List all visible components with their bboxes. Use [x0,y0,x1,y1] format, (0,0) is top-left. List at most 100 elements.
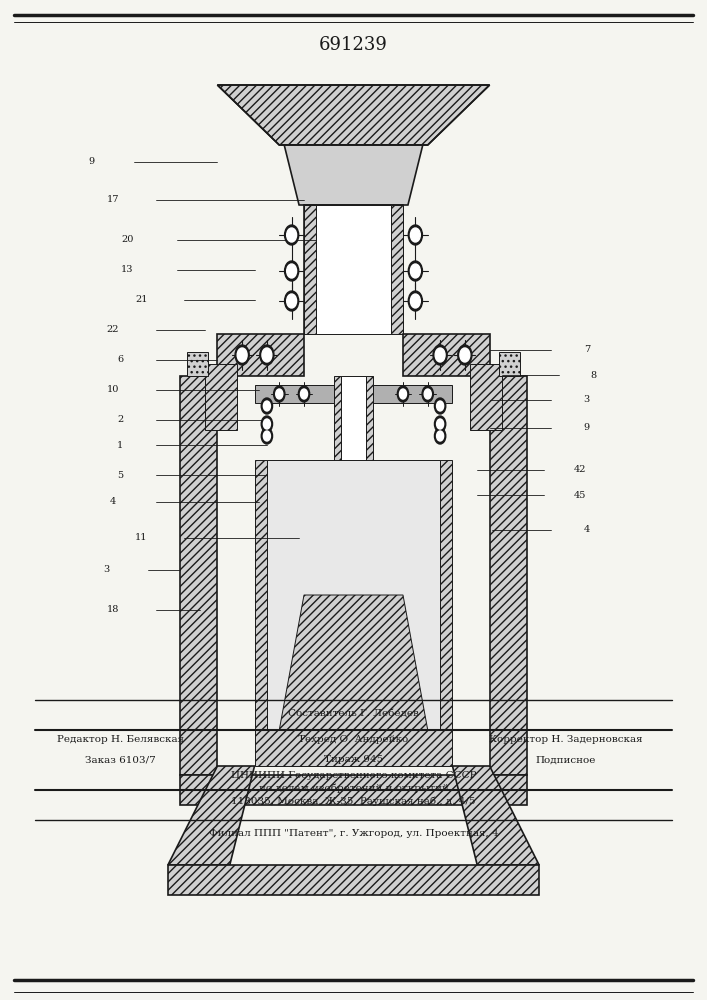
Circle shape [284,225,298,245]
Polygon shape [304,205,316,334]
Text: 5: 5 [117,471,123,480]
Polygon shape [267,460,440,730]
Polygon shape [284,145,423,205]
Circle shape [263,401,270,411]
Circle shape [436,431,444,441]
Text: 11: 11 [135,534,148,542]
Text: 6: 6 [117,356,123,364]
Circle shape [433,345,447,365]
Circle shape [262,428,273,444]
Text: 17: 17 [107,196,119,205]
Polygon shape [489,376,527,775]
Polygon shape [341,376,366,595]
Polygon shape [255,460,267,730]
Text: ЦНИИПИ Государственного комитета СССР: ЦНИИПИ Государственного комитета СССР [230,770,477,780]
Circle shape [410,294,420,308]
Text: Тираж 945: Тираж 945 [324,756,383,764]
Circle shape [410,228,420,242]
Polygon shape [180,775,527,805]
Circle shape [286,294,296,308]
Polygon shape [255,385,334,403]
Circle shape [263,431,270,441]
Polygon shape [373,385,452,403]
Polygon shape [403,334,489,376]
Circle shape [262,416,273,432]
Circle shape [263,419,270,429]
Circle shape [399,389,407,399]
Circle shape [397,386,409,402]
Text: 2: 2 [117,416,123,424]
Circle shape [284,261,298,281]
Circle shape [260,345,274,365]
Polygon shape [470,364,502,430]
Polygon shape [187,352,208,376]
Circle shape [262,348,271,362]
Text: 9: 9 [584,424,590,432]
Circle shape [436,401,444,411]
Text: 18: 18 [107,605,119,614]
Text: 1: 1 [117,440,123,450]
Text: 7: 7 [584,346,590,355]
Text: 3: 3 [103,566,109,574]
Circle shape [435,348,445,362]
Text: 4: 4 [110,497,116,506]
Circle shape [434,428,445,444]
Circle shape [284,291,298,311]
Text: 45: 45 [573,490,586,499]
Polygon shape [279,595,428,730]
Text: Редактор Н. Белявская: Редактор Н. Белявская [57,736,184,744]
Text: Составитель Г. Лебедев: Составитель Г. Лебедев [288,708,419,718]
Polygon shape [316,205,390,334]
Circle shape [457,345,472,365]
Text: 691239: 691239 [319,36,388,54]
Text: 22: 22 [107,326,119,334]
Polygon shape [180,376,218,775]
Circle shape [286,264,296,278]
Circle shape [286,228,296,242]
Circle shape [410,264,420,278]
Polygon shape [334,376,341,595]
Text: 20: 20 [121,235,134,244]
Circle shape [300,389,308,399]
Text: 13: 13 [121,265,134,274]
Polygon shape [218,85,489,145]
Polygon shape [440,460,452,730]
Polygon shape [255,730,452,766]
Circle shape [424,389,431,399]
Text: Подписное: Подписное [535,756,596,764]
Text: 4: 4 [584,526,590,534]
Circle shape [460,348,469,362]
Circle shape [237,348,247,362]
Polygon shape [168,865,539,895]
Text: 42: 42 [573,466,586,475]
Polygon shape [452,766,539,865]
Circle shape [262,398,273,414]
Polygon shape [498,352,520,376]
Circle shape [409,261,422,281]
Circle shape [409,291,422,311]
Text: Филиал ППП "Патент", г. Ужгород, ул. Проектная, 4: Филиал ППП "Патент", г. Ужгород, ул. Про… [209,828,498,838]
Text: Техред О. Андрейко: Техред О. Андрейко [298,736,409,744]
Polygon shape [366,376,373,595]
Text: 113035, Москва, Ж-35, Раушская наб., д. 4/5: 113035, Москва, Ж-35, Раушская наб., д. … [231,796,476,806]
Circle shape [434,398,445,414]
Polygon shape [205,364,237,430]
Circle shape [276,389,283,399]
Polygon shape [390,205,403,334]
Text: 9: 9 [89,157,95,166]
Text: 8: 8 [591,370,597,379]
Polygon shape [218,334,304,376]
Circle shape [422,386,433,402]
Text: 3: 3 [584,395,590,404]
Text: 10: 10 [107,385,119,394]
Circle shape [409,225,422,245]
Polygon shape [168,766,255,865]
Text: 21: 21 [135,296,148,304]
Circle shape [434,416,445,432]
Text: Корректор Н. Задерновская: Корректор Н. Задерновская [489,736,643,744]
Circle shape [436,419,444,429]
Text: по делам изобретений и открытий: по делам изобретений и открытий [259,783,448,793]
Text: Заказ 6103/7: Заказ 6103/7 [85,756,156,764]
Circle shape [235,345,249,365]
Circle shape [274,386,285,402]
